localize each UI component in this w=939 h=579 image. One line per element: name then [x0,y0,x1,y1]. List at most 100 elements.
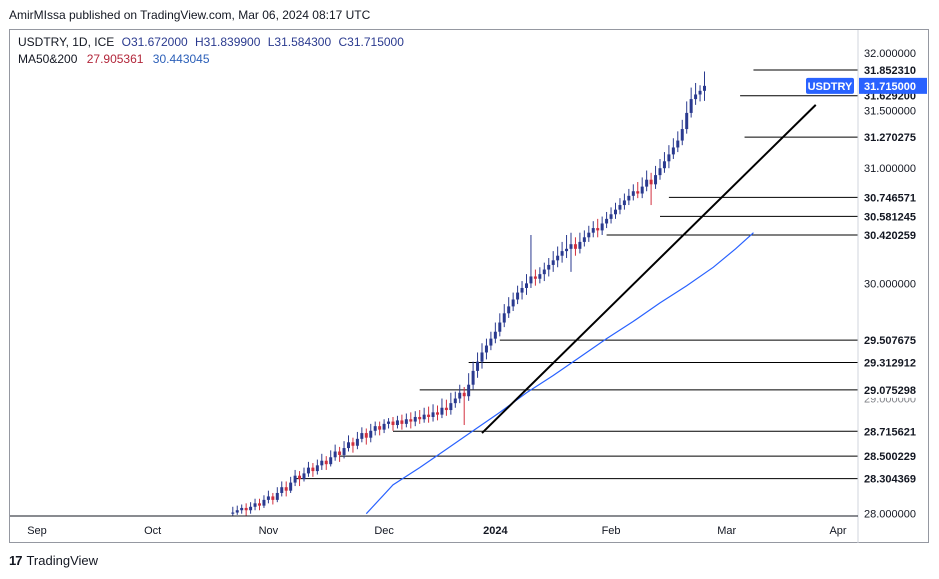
candle-body [689,99,693,113]
time-axis[interactable]: Sep Oct Nov Dec 2024 Feb Mar Apr [10,515,858,537]
candle [315,459,319,475]
candle [418,410,422,424]
candle-body [671,147,675,155]
candle [480,343,484,369]
candle [484,338,488,360]
candle-body [533,276,537,279]
candle-body [302,473,306,480]
chart-legend: USDTRY, 1D, ICE O31.672000 H31.839900 L3… [18,35,404,66]
y-tick-label: 28.000000 [864,509,916,521]
legend-symbol: USDTRY, 1D, ICE [18,35,114,49]
candle [436,405,439,421]
candle-body [654,175,658,185]
symbol-badge-text: USDTRY [808,81,853,93]
candle [373,421,377,436]
candle-body [427,414,431,417]
candle [614,202,617,219]
candle-body [315,465,319,472]
candle [658,158,662,180]
candles [231,71,706,516]
candle-body [618,205,622,210]
candle-body [342,448,346,455]
candle-body [560,251,564,256]
y-tick-label: 31.500000 [864,106,916,118]
candle [551,251,555,272]
candle [516,285,520,305]
candle-body [502,313,506,323]
candle-body [529,276,533,284]
candle [640,177,644,199]
candle-body [471,370,475,385]
candle-body [440,407,444,415]
candle-body [347,442,350,449]
horizontal-levels [295,69,858,480]
ma200-line [365,232,754,515]
candle-body [573,244,577,249]
candle-body [511,299,515,307]
candle-body [355,438,359,446]
level-label-bg [860,354,926,371]
candle-body [698,90,702,95]
candle-body [645,179,649,187]
candle-body [520,287,524,293]
candle-body [578,241,582,249]
candle [649,172,653,206]
candle-body [391,421,395,426]
candle [293,469,297,487]
candle-body [493,331,497,339]
last-price-label: 31.715000 [864,81,916,93]
level-label-bg [860,470,926,487]
tradingview-logo-icon: 17 [9,553,23,568]
candle [467,373,471,401]
candle [578,232,582,254]
candle-body [649,179,653,185]
candle [369,423,373,443]
tradingview-branding[interactable]: 17 TradingView [9,553,98,568]
candle-body [516,292,520,300]
candle-body [453,398,457,404]
level-label: 31.270275 [864,132,916,144]
candle [275,487,279,503]
candle-body [249,506,253,511]
level-label: 28.500229 [864,451,916,463]
level-label: 30.746571 [864,192,916,204]
candle [338,446,342,462]
candle [324,456,328,470]
candle-body [614,209,617,215]
candle [502,304,506,328]
legend-ma-label: MA50&200 [18,52,78,66]
price-axis[interactable]: 32.000000 31.500000 31.000000 30.000000 28.0… [806,30,927,543]
candle-body [436,412,439,415]
svg-text:USDTRY, 1D, ICE O31.6720: USDTRY, 1D, ICE O31.672000 H31.839900 L3… [18,35,404,49]
candle-body [306,467,310,474]
candle [306,461,310,477]
candle [533,269,537,286]
candle [400,414,404,430]
candle [542,262,546,282]
candle-body [333,451,337,458]
candle [387,418,391,429]
level-label-bg [860,62,926,79]
trendline-group[interactable] [481,104,817,434]
level-label-bg [860,189,926,206]
candle [409,412,413,429]
candle [258,498,261,511]
candle-body [596,228,600,231]
candle [529,234,533,288]
candle [627,188,631,206]
candle [440,398,444,419]
symbol-badge [806,77,854,94]
level-label: 28.715621 [864,426,916,438]
candle [636,182,640,199]
candle-body [484,345,488,353]
chart-frame [9,29,929,543]
brand-name: TradingView [26,553,99,568]
candle-body [324,460,328,465]
candle-body [458,392,462,399]
candle-body [609,214,613,219]
candle [547,258,551,277]
candle-body [556,255,560,261]
candle-body [235,510,239,513]
candle-body [395,420,399,426]
